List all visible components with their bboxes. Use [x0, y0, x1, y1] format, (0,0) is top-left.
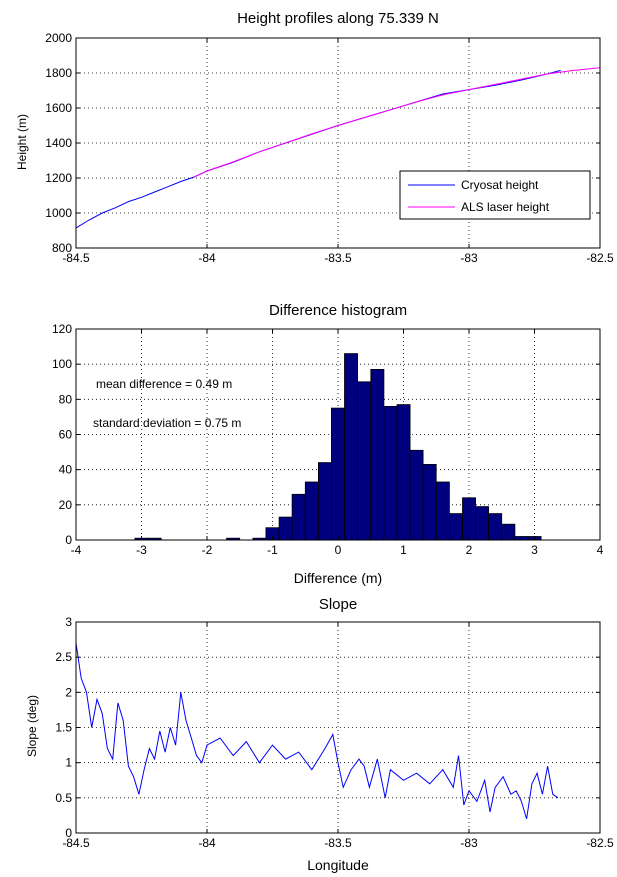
als-laser-height-line	[193, 67, 601, 178]
histogram-bar	[291, 493, 306, 541]
y-tick-label: 120	[52, 322, 72, 336]
difference-histogram-panel: Difference histogram -4 -3 -2 -1 0 1 2 3 4020406…	[52, 302, 604, 586]
slope-title: Slope	[319, 596, 357, 613]
histogram-title: Difference histogram	[269, 302, 407, 319]
x-tick-label: -83.5	[324, 836, 352, 850]
x-tick-label: 0	[335, 543, 342, 557]
height-profile-title: Height profiles along 75.339 N	[237, 10, 439, 27]
histogram-grid	[76, 329, 600, 540]
y-tick-label: 1	[65, 756, 72, 770]
y-tick-label: 2000	[45, 31, 72, 45]
slope-panel: Slope Slope (deg) -84.5 -84 -83.5 -83 -82.5 0…	[25, 596, 614, 873]
slope-ylabel: Slope (deg)	[25, 695, 39, 757]
histogram-bar	[501, 523, 516, 541]
y-tick-label: 0	[65, 533, 72, 547]
x-tick-label: 3	[531, 543, 538, 557]
x-tick-label: -82.5	[586, 251, 614, 265]
y-tick-label: 20	[59, 498, 73, 512]
height-profile-panel: Height profiles along 75.339 N Height (m…	[15, 10, 614, 265]
x-tick-label: 2	[466, 543, 473, 557]
y-tick-label: 0.5	[55, 791, 72, 805]
y-tick-label: 1600	[45, 101, 72, 115]
histogram-bar	[462, 497, 477, 541]
x-tick-label: -1	[267, 543, 278, 557]
histogram-bar	[357, 381, 372, 541]
legend-als-label: ALS laser height	[461, 200, 550, 214]
x-tick-label: -4	[71, 543, 82, 557]
y-tick-label: 80	[59, 392, 73, 406]
x-tick-label: -84	[198, 251, 216, 265]
y-tick-label: 1.5	[55, 721, 72, 735]
histogram-bar	[370, 368, 385, 541]
histogram-plot-area	[134, 353, 542, 541]
height-profile-ylabel: Height (m)	[15, 114, 29, 170]
x-tick-label: 1	[400, 543, 407, 557]
histogram-bar	[304, 481, 319, 541]
y-tick-label: 3	[65, 615, 72, 629]
histogram-xlabel: Difference (m)	[294, 570, 382, 586]
standard-deviation-annotation: standard deviation = 0.75 m	[93, 416, 241, 430]
y-tick-label: 40	[59, 463, 73, 477]
x-tick-label: -84.5	[62, 251, 90, 265]
histogram-bar	[317, 462, 332, 541]
x-tick-label: 4	[597, 543, 604, 557]
histogram-bar	[488, 513, 503, 541]
slope-line	[75, 643, 559, 820]
x-tick-label: -84.5	[62, 836, 90, 850]
x-tick-label: -82.5	[586, 836, 614, 850]
x-tick-label: -83	[460, 836, 478, 850]
histogram-bar	[448, 513, 463, 541]
y-tick-label: 100	[52, 357, 72, 371]
x-tick-label: -83.5	[324, 251, 352, 265]
histogram-bar	[422, 463, 437, 541]
mean-difference-annotation: mean difference = 0.49 m	[96, 377, 232, 391]
histogram-bar	[278, 516, 293, 541]
x-tick-label: -83	[460, 251, 478, 265]
histogram-bar	[344, 353, 359, 541]
x-tick-label: -3	[136, 543, 147, 557]
x-tick-label: -2	[202, 543, 213, 557]
y-tick-label: 2	[65, 685, 72, 699]
histogram-bar	[330, 407, 345, 541]
height-profile-ticks: -84.5 -84 -83.5 -83 -82.5 800 1000 1200 1400 1600…	[45, 31, 614, 265]
histogram-bar	[514, 536, 529, 541]
y-tick-label: 2.5	[55, 650, 72, 664]
height-profile-plot-area	[75, 67, 601, 229]
histogram-bar	[435, 481, 450, 541]
legend-box	[399, 170, 591, 220]
y-tick-label: 1000	[45, 206, 72, 220]
histogram-bar	[383, 405, 398, 541]
slope-grid	[76, 622, 600, 833]
y-tick-label: 1400	[45, 136, 72, 150]
legend-cryosat-label: Cryosat height	[461, 178, 539, 192]
histogram-bar	[396, 404, 411, 541]
y-tick-label: 60	[59, 428, 73, 442]
y-tick-label: 1200	[45, 171, 72, 185]
histogram-bar	[475, 506, 490, 541]
x-tick-label: -84	[198, 836, 216, 850]
histogram-bar	[409, 449, 424, 541]
y-tick-label: 1800	[45, 66, 72, 80]
slope-ticks: -84.5 -84 -83.5 -83 -82.5 0 0.5 1 1.5 2 2.5 3	[55, 615, 614, 850]
y-tick-label: 0	[65, 826, 72, 840]
slope-xlabel: Longitude	[307, 857, 369, 873]
height-profile-legend: Cryosat height ALS laser height	[399, 170, 591, 220]
slope-plot-area	[75, 643, 559, 820]
y-tick-label: 800	[52, 241, 72, 255]
